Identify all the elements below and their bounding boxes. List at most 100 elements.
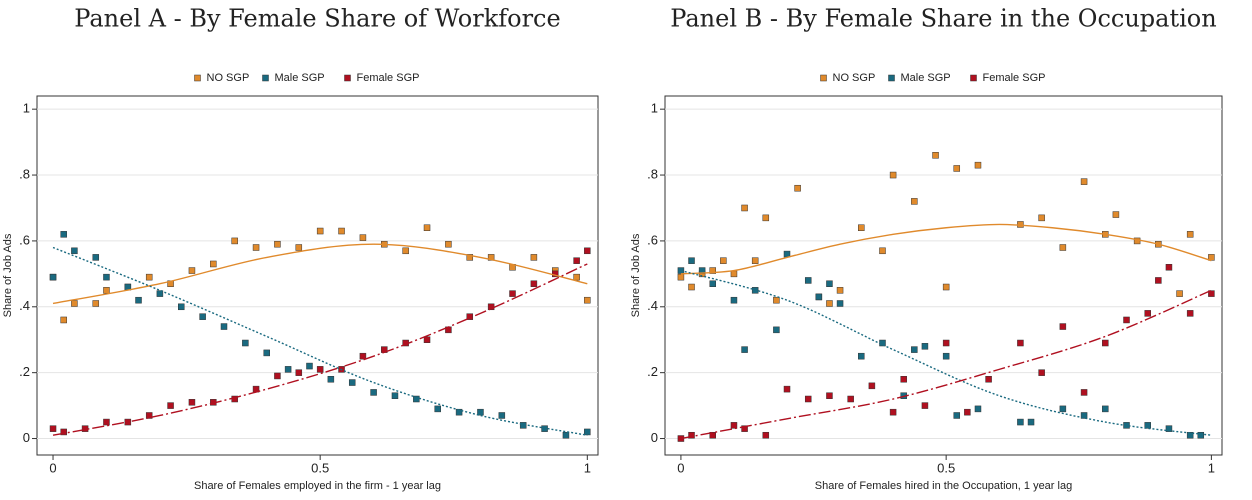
data-point — [1165, 425, 1173, 432]
data-point — [974, 161, 982, 169]
data-point — [188, 267, 196, 274]
data-point — [445, 240, 452, 248]
data-point — [1186, 231, 1194, 238]
data-point — [1080, 389, 1088, 396]
data-point — [1059, 244, 1067, 251]
data-point — [709, 280, 716, 287]
data-point — [783, 385, 791, 393]
data-point — [370, 389, 377, 396]
x-axis-label: Share of Females hired in the Occupation… — [815, 480, 1072, 492]
legend-label: NO SGP — [833, 72, 876, 84]
data-point — [709, 431, 716, 439]
x-tick-label: 0.5 — [311, 460, 329, 475]
legend-marker — [888, 74, 895, 82]
plot-frame — [36, 95, 599, 456]
fit-line — [680, 289, 1212, 440]
data-point — [434, 405, 441, 413]
data-point — [466, 313, 474, 320]
data-point — [338, 227, 345, 235]
data-point — [1059, 323, 1067, 330]
y-axis-label: Share of Job Ads — [2, 233, 14, 317]
data-point — [573, 257, 580, 264]
y-tick-label: .4 — [19, 298, 30, 313]
data-point — [573, 273, 580, 281]
data-point — [953, 412, 961, 419]
legend-marker — [970, 74, 977, 82]
data-point — [284, 366, 292, 373]
data-point — [730, 296, 738, 304]
data-point — [348, 379, 356, 386]
legend-label: Female SGP — [983, 72, 1046, 84]
data-point — [1208, 290, 1215, 297]
data-point — [1080, 178, 1088, 185]
data-point — [60, 428, 67, 436]
data-point — [836, 287, 844, 294]
legend-marker — [194, 74, 201, 82]
legend: NO SGP Male SGP Female SGP — [194, 72, 419, 84]
data-point — [858, 352, 865, 360]
data-point — [295, 369, 303, 376]
chart-title: Panel A - By Female Share of Workforce — [74, 5, 560, 33]
data-point — [741, 346, 748, 353]
data-point — [316, 366, 324, 373]
data-point — [530, 254, 538, 261]
data-point — [1165, 264, 1173, 271]
legend-marker — [262, 74, 269, 82]
data-point — [71, 300, 78, 307]
data-point — [688, 431, 695, 439]
y-axis-label: Share of Job Ads — [630, 233, 642, 317]
data-point — [49, 273, 57, 281]
data-point — [889, 171, 897, 179]
data-point — [1155, 277, 1162, 284]
data-point — [730, 270, 738, 278]
data-point — [1144, 310, 1151, 317]
y-tick-label: 0 — [651, 430, 658, 445]
data-point — [487, 254, 495, 261]
data-point — [900, 375, 907, 383]
data-point — [584, 428, 591, 436]
data-point — [306, 362, 313, 370]
data-point — [985, 375, 992, 383]
data-point — [826, 300, 833, 307]
data-point — [1144, 422, 1151, 429]
data-point — [413, 395, 420, 403]
data-point — [773, 296, 780, 304]
data-point — [804, 395, 812, 403]
data-point — [274, 372, 281, 380]
data-point — [953, 165, 961, 172]
data-point — [836, 300, 844, 307]
chart-panel: Panel B - By Female Share in the Occupat… — [630, 5, 1223, 492]
data-point — [815, 293, 823, 301]
data-point — [847, 395, 854, 403]
data-point — [327, 375, 335, 383]
x-tick-label: 0 — [677, 460, 684, 475]
data-point — [1112, 211, 1120, 218]
legend-label: Male SGP — [275, 72, 325, 84]
x-tick-label: 0.5 — [937, 460, 955, 475]
y-tick-label: .8 — [19, 166, 30, 181]
data-point — [103, 418, 110, 426]
data-point — [1017, 339, 1024, 347]
y-tick-label: .6 — [19, 232, 30, 247]
data-point — [519, 422, 527, 429]
data-point — [932, 152, 939, 159]
fit-line — [52, 246, 588, 436]
data-point — [402, 247, 409, 255]
data-point — [210, 260, 217, 268]
data-point — [964, 408, 971, 416]
data-point — [220, 323, 228, 330]
data-point — [911, 198, 918, 205]
data-point — [92, 300, 100, 307]
y-tick-label: 0 — [23, 430, 30, 445]
data-point — [762, 214, 770, 222]
data-point — [921, 343, 929, 350]
data-point — [156, 290, 164, 297]
data-point — [423, 224, 431, 231]
chart-title: Panel B - By Female Share in the Occupat… — [670, 5, 1216, 33]
x-tick-label: 1 — [1208, 460, 1215, 475]
data-point — [498, 412, 506, 419]
fit-line — [52, 243, 588, 305]
fit-line — [52, 263, 588, 436]
data-point — [584, 296, 591, 304]
